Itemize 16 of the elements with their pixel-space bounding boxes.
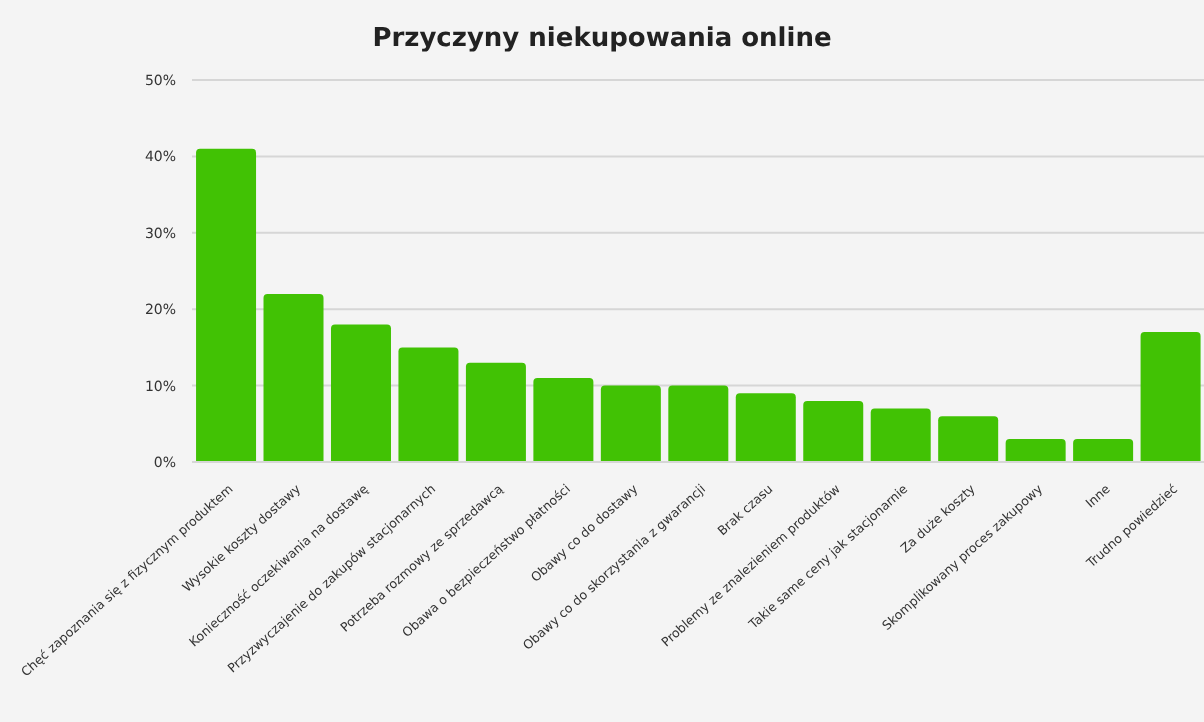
bar bbox=[803, 400, 864, 462]
bar bbox=[600, 385, 661, 462]
bar bbox=[330, 324, 391, 462]
bar bbox=[735, 393, 796, 462]
bar bbox=[870, 408, 931, 462]
bar bbox=[1005, 439, 1066, 462]
bar bbox=[1140, 332, 1201, 462]
bar bbox=[398, 347, 459, 462]
bar bbox=[533, 377, 594, 462]
bar bbox=[668, 385, 729, 462]
bar bbox=[263, 293, 324, 462]
chart-title: Przyczyny niekupowania online bbox=[370, 24, 834, 54]
bar bbox=[938, 416, 999, 462]
bar bbox=[465, 362, 526, 462]
bar bbox=[196, 148, 257, 462]
bar bbox=[1073, 439, 1134, 462]
